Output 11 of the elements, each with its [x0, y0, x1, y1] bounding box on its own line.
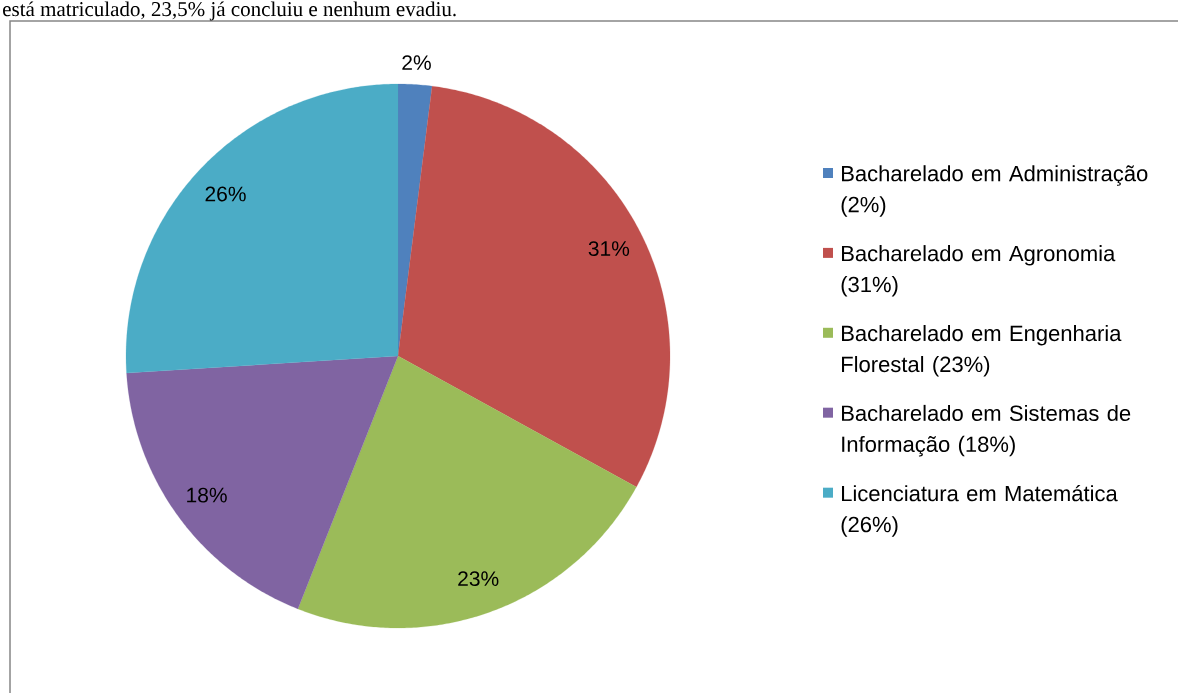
data-label: 23%	[458, 571, 499, 587]
data-label: 26%	[205, 186, 246, 202]
legend-label: Bacharelado em Administração (2%)	[841, 165, 1148, 217]
legend-label: Bacharelado em Sistemas de Informação (18%)	[842, 404, 1131, 457]
data-label: 31%	[588, 241, 630, 256]
data-label: 2%	[402, 55, 431, 70]
data-label: 18%	[187, 487, 227, 503]
legend-label: Bacharelado em Engenharia Florestal (23%)	[842, 324, 1122, 377]
text: está matriculado, 23,5% já concluiu e nenhum evadiu.	[3, 1, 456, 21]
legend-label: Licenciatura em Matemática (26%)	[841, 484, 1118, 537]
legend-label: Bacharelado em Agronomia (31%)	[841, 245, 1116, 297]
